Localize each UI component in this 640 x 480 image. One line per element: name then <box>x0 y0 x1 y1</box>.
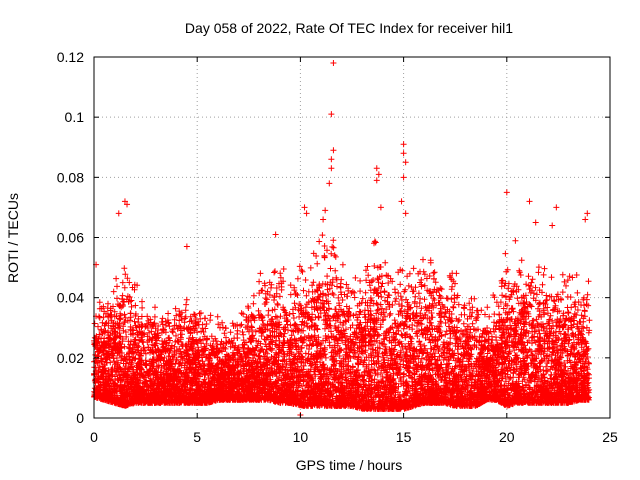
roti-outlier-point <box>330 147 337 154</box>
roti-outlier-point <box>121 198 128 205</box>
x-tick-label: 5 <box>193 429 201 445</box>
x-tick-label: 15 <box>396 429 412 445</box>
y-tick-label: 0.1 <box>65 109 85 125</box>
roti-outlier-point <box>326 180 333 187</box>
roti-outlier-point <box>301 204 308 211</box>
roti-outlier-point <box>328 165 335 172</box>
roti-outlier-point <box>377 204 384 211</box>
roti-outlier-point <box>272 231 279 238</box>
roti-point-cloud <box>91 232 593 412</box>
x-tick-label: 20 <box>499 429 515 445</box>
x-tick-label: 25 <box>602 429 618 445</box>
data-points <box>91 60 593 418</box>
y-tick-label: 0.02 <box>57 350 84 366</box>
roti-outlier-point <box>183 243 190 250</box>
roti-outlier-point <box>400 174 407 181</box>
axis-ticks: 0 5 10 15 20 25 0 0.02 0.04 0.06 0.08 0.1 0.12 <box>57 49 618 445</box>
roti-outlier-point <box>584 210 591 217</box>
roti-outlier-point <box>402 159 409 166</box>
roti-outlier-point <box>373 177 380 184</box>
roti-outlier-point <box>400 141 407 148</box>
roti-outlier-point <box>526 198 533 205</box>
roti-outlier-point <box>532 219 539 226</box>
roti-outlier-point <box>400 150 407 157</box>
y-tick-label: 0.12 <box>57 49 84 65</box>
y-tick-label: 0.06 <box>57 230 84 246</box>
roti-outlier-point <box>553 204 560 211</box>
roti-outlier-point <box>503 189 510 196</box>
x-axis-label: GPS time / hours <box>296 457 403 473</box>
roti-outlier-point <box>330 60 337 67</box>
roti-outlier-point <box>303 210 310 217</box>
y-tick-label: 0.04 <box>57 290 84 306</box>
chart-title: Day 058 of 2022, Rate Of TEC Index for r… <box>185 20 513 36</box>
roti-outlier-point <box>328 156 335 163</box>
roti-outlier-point <box>373 165 380 172</box>
roti-outlier-point <box>402 210 409 217</box>
roti-outlier-point <box>582 216 589 223</box>
roti-outlier-point <box>322 207 329 214</box>
roti-outlier-point <box>398 198 405 205</box>
y-tick-label: 0.08 <box>57 169 84 185</box>
roti-outlier-point <box>549 222 556 229</box>
x-tick-label: 10 <box>293 429 309 445</box>
roti-outlier-point <box>375 171 382 178</box>
roti-outlier-point <box>115 210 122 217</box>
x-tick-label: 0 <box>90 429 98 445</box>
y-axis-label: ROTI / TECUs <box>5 193 21 283</box>
roti-outlier-point <box>320 216 327 223</box>
roti-outlier-point <box>328 111 335 118</box>
y-tick-label: 0 <box>76 410 84 426</box>
roti-outlier-point <box>124 201 131 208</box>
